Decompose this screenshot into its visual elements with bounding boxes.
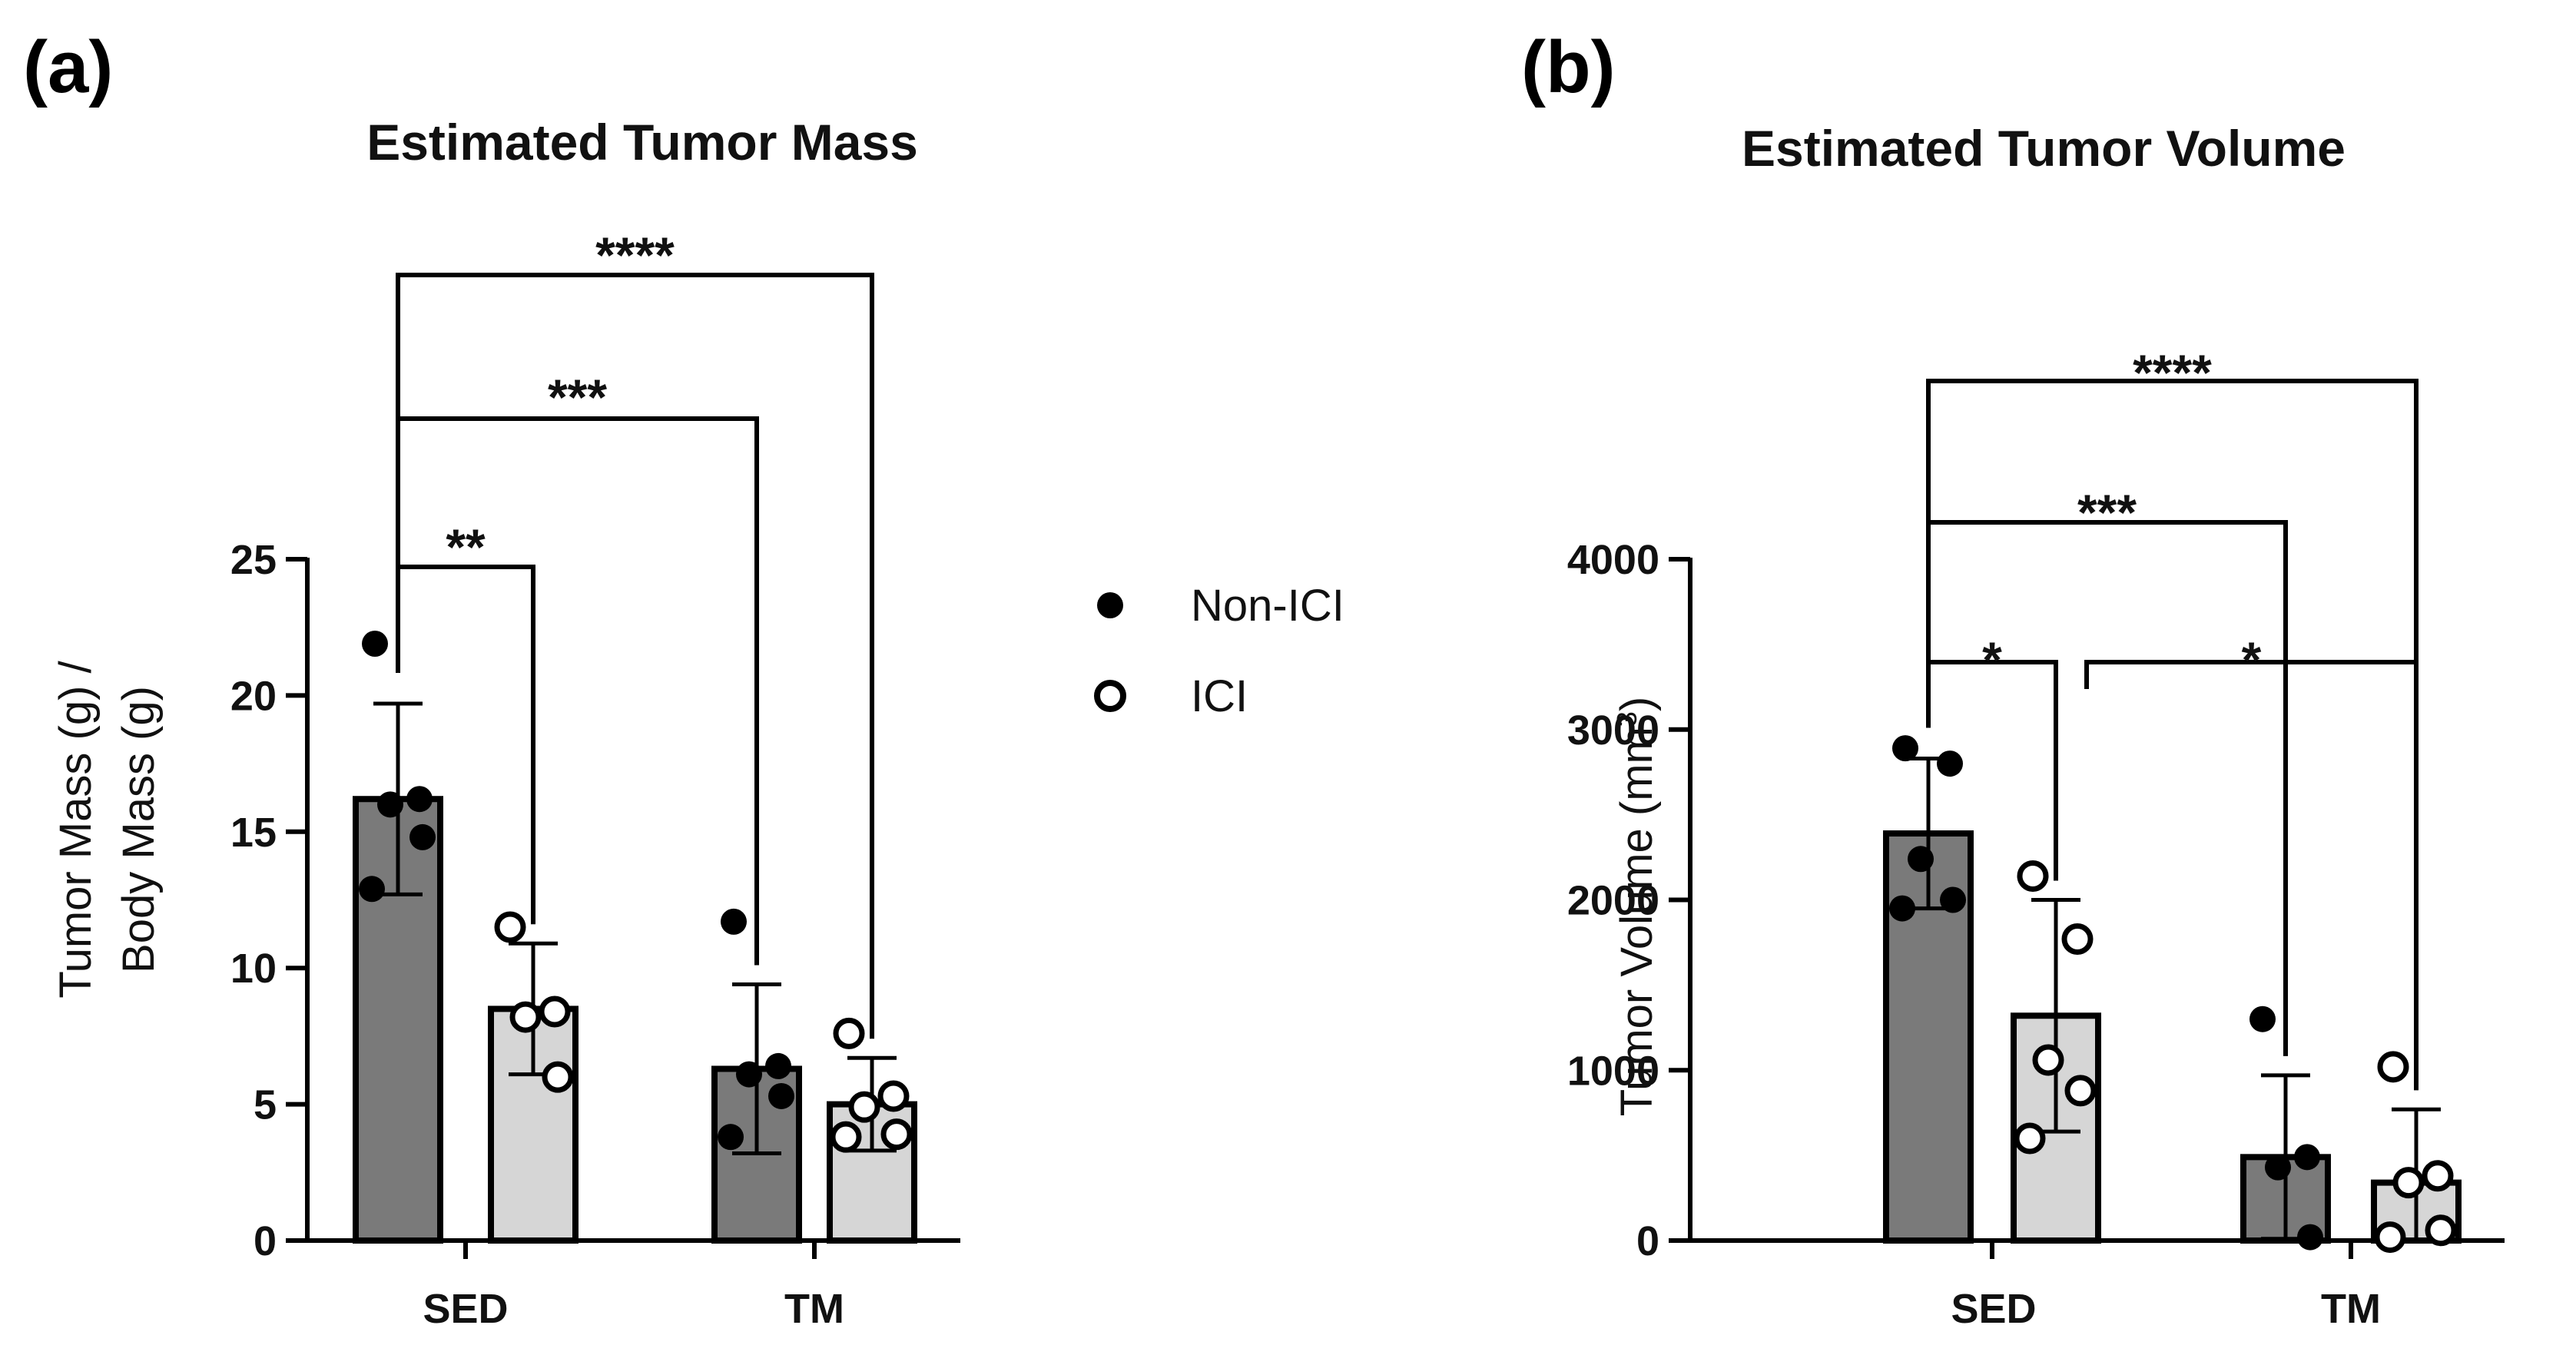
panel-b-data-point-ici-sed xyxy=(2064,1075,2097,1107)
panel-b-data-point-ici-sed xyxy=(2061,923,2094,956)
panel-b-significance-label: * xyxy=(1982,631,2002,688)
panel-a-significance-label: *** xyxy=(548,369,607,426)
panel-b-data-point-non-ici-tm xyxy=(2265,1154,2291,1181)
panel-b-data-point-ici-tm xyxy=(2374,1221,2406,1254)
panel-b-y-axis-title-end: ) xyxy=(1612,697,1662,711)
legend-label-ici: ICI xyxy=(1191,671,1248,721)
legend-marker-non-ici xyxy=(1097,592,1123,618)
panel-b-y-tick-label: 2000 xyxy=(1567,878,1659,924)
panel-a-y-tick-label: 10 xyxy=(230,946,277,992)
panel-b-data-point-non-ici-tm xyxy=(2249,1005,2276,1032)
panel-a-data-point-non-ici-sed xyxy=(377,791,403,818)
panel-b-y-tick-label: 0 xyxy=(1636,1218,1659,1264)
panel-a-category-label-tm: TM xyxy=(784,1286,844,1332)
panel-b-y-axis-title: Tumor Volume (mm3) xyxy=(1611,697,1663,1116)
panel-a-y-axis-title-line1: Tumor Mass (g) / xyxy=(51,660,101,998)
panel-b-data-point-non-ici-tm xyxy=(2297,1224,2323,1251)
panel-b-label: (b) xyxy=(1521,26,1616,108)
panel-b-category-label-tm: TM xyxy=(2321,1286,2381,1332)
panel-b-data-point-non-ici-tm xyxy=(2294,1144,2320,1171)
panel-a-y-tick-label: 5 xyxy=(254,1082,277,1128)
panel-b-data-point-ici-sed xyxy=(2014,1122,2046,1155)
panel-a-data-point-non-ici-sed xyxy=(362,630,388,657)
panel-b-category-label-sed: SED xyxy=(1951,1286,2036,1332)
panel-a-data-point-ici-sed xyxy=(494,911,526,943)
panel-a-data-point-ici-sed xyxy=(542,1061,574,1093)
panel-a-data-point-non-ici-tm xyxy=(721,908,747,935)
panel-a-significance-bracket xyxy=(396,273,874,1039)
panel-a-data-point-non-ici-tm xyxy=(768,1082,794,1109)
panel-b-y-tick-label: 1000 xyxy=(1567,1048,1659,1094)
panel-b-data-point-ici-sed xyxy=(2032,1044,2064,1076)
panel-a-data-point-non-ici-tm xyxy=(765,1052,791,1079)
panel-b-data-point-non-ici-sed xyxy=(1940,886,1966,913)
panel-b: (b) Estimated Tumor Volume Tumor Volume … xyxy=(1521,26,2505,1332)
panel-a-significance-label: ** xyxy=(446,518,486,575)
panel-a-data-point-ici-tm xyxy=(848,1091,880,1123)
panel-b-title: Estimated Tumor Volume xyxy=(1742,120,2346,177)
panel-a-data-point-ici-sed xyxy=(509,1001,542,1033)
panel-b-data-point-non-ici-sed xyxy=(1892,735,1918,762)
panel-a-y-tick-label: 25 xyxy=(230,537,277,583)
panel-a-data-point-non-ici-tm xyxy=(718,1124,744,1151)
panel-b-data-point-non-ici-sed xyxy=(1889,895,1915,922)
panel-b-y-axis-title-superscript: 3 xyxy=(1611,711,1643,727)
panel-b-data-point-non-ici-sed xyxy=(1908,846,1934,873)
panel-a-y-tick-label: 0 xyxy=(254,1218,277,1264)
panel-a-title: Estimated Tumor Mass xyxy=(366,114,918,171)
panel-b-y-tick-label: 4000 xyxy=(1567,537,1659,583)
panel-b-data-point-ici-sed xyxy=(2017,860,2049,892)
panel-b-y-axis-title-main: Tumor Volume (mm xyxy=(1612,727,1662,1116)
panel-b-data-point-ici-tm xyxy=(2425,1214,2457,1247)
panel-a-significance-bracket xyxy=(396,416,759,966)
panel-b-significance-label: * xyxy=(2242,631,2262,688)
panel-a-data-point-non-ici-sed xyxy=(409,823,436,850)
panel-a-data-point-ici-tm xyxy=(877,1080,910,1112)
legend-marker-ici xyxy=(1094,680,1126,712)
panel-a-y-tick-label: 20 xyxy=(230,673,277,719)
panel-a-data-point-non-ici-sed xyxy=(359,876,385,903)
panel-b-significance-label: **** xyxy=(2133,344,2212,401)
panel-b-significance-bracket xyxy=(2084,660,2419,1091)
panel-a-data-point-ici-tm xyxy=(830,1121,862,1153)
panel-b-significance-label: *** xyxy=(2077,484,2137,541)
panel-a-data-point-ici-tm xyxy=(833,1017,865,1049)
panel-a-y-axis-title-line2: Body Mass (g) xyxy=(114,686,164,973)
panel-b-data-point-ici-tm xyxy=(2377,1051,2409,1083)
panel-b-data-point-ici-tm xyxy=(2392,1167,2425,1199)
panel-a-category-label-sed: SED xyxy=(423,1286,508,1332)
panel-a-data-point-non-ici-sed xyxy=(406,786,433,813)
panel-b-data-point-non-ici-sed xyxy=(1937,750,1963,777)
panel-a-data-point-non-ici-tm xyxy=(736,1061,762,1088)
panel-a-data-point-ici-sed xyxy=(539,996,571,1028)
legend-label-non-ici: Non-ICI xyxy=(1191,581,1344,631)
panel-b-data-point-ici-tm xyxy=(2422,1160,2454,1192)
panel-a-label: (a) xyxy=(23,26,113,108)
panel-a: (a) Estimated Tumor Mass Tumor Mass (g) … xyxy=(23,26,960,1332)
panel-a-y-tick-label: 15 xyxy=(230,810,277,856)
panel-b-significance-bracket xyxy=(1926,379,2419,1091)
legend: Non-ICI ICI xyxy=(1094,581,1344,721)
panel-b-significance-bracket xyxy=(1926,520,2288,1056)
panel-a-significance-label: **** xyxy=(595,227,675,283)
panel-a-data-point-ici-tm xyxy=(880,1118,913,1151)
panel-b-y-tick-label: 3000 xyxy=(1567,707,1659,754)
